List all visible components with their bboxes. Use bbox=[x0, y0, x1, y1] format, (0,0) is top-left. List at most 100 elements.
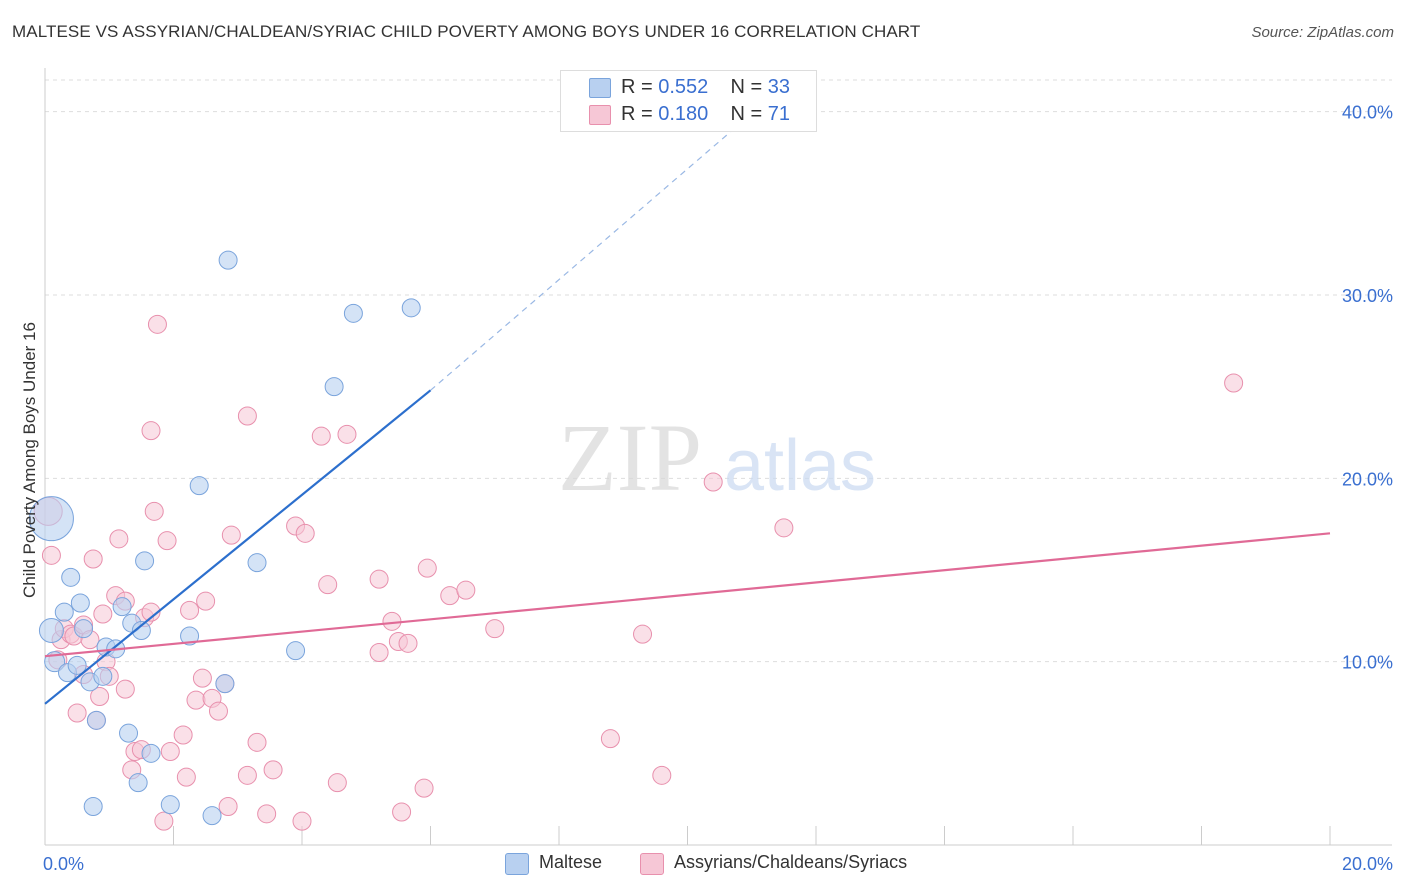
pink-point bbox=[774, 518, 794, 538]
legend-swatch-blue bbox=[505, 853, 529, 875]
pink-point bbox=[392, 802, 412, 822]
blue-point bbox=[70, 593, 90, 613]
tick-labels: 10.0% 20.0% 30.0% 40.0% 0.0% 20.0% bbox=[43, 103, 1393, 874]
legend-swatch-blue bbox=[589, 78, 611, 98]
gridlines bbox=[45, 79, 1392, 663]
y-tick-label: 30.0% bbox=[1342, 286, 1393, 306]
pink-point bbox=[263, 760, 283, 780]
blue-point bbox=[128, 773, 148, 793]
pink-point bbox=[90, 687, 110, 706]
pink-point bbox=[327, 773, 347, 793]
source-label: Source: ZipAtlas.com bbox=[1251, 24, 1394, 41]
pink-point bbox=[160, 742, 180, 761]
legend-r-label: R = bbox=[621, 76, 653, 98]
pink-point bbox=[83, 549, 103, 569]
legend-r-value: 0.552 bbox=[658, 76, 709, 98]
trend-lines bbox=[44, 107, 1331, 705]
pink-point bbox=[398, 633, 418, 653]
blue-point bbox=[141, 743, 161, 763]
blue-point bbox=[202, 806, 222, 826]
legend-swatch-pink bbox=[640, 853, 664, 875]
blue-point bbox=[343, 303, 363, 323]
blue-point bbox=[180, 626, 200, 646]
blue-point bbox=[67, 655, 87, 675]
pink-trend-line bbox=[44, 532, 1331, 658]
pink-point bbox=[186, 690, 206, 710]
legend-r-value: 0.180 bbox=[658, 103, 709, 125]
blue-point bbox=[247, 553, 267, 573]
pink-point bbox=[633, 624, 653, 644]
pink-series-points bbox=[33, 314, 1244, 831]
axes bbox=[44, 68, 1392, 846]
pink-point bbox=[180, 600, 200, 620]
blue-point bbox=[215, 674, 235, 694]
legend-n-value: 71 bbox=[767, 103, 791, 125]
blue-point bbox=[28, 496, 74, 542]
pink-point bbox=[218, 797, 238, 816]
pink-point bbox=[257, 804, 277, 824]
pink-point bbox=[311, 426, 331, 446]
pink-point bbox=[115, 679, 135, 699]
pink-point bbox=[141, 602, 161, 622]
pink-point bbox=[369, 643, 389, 662]
watermark-zip: ZIP bbox=[558, 404, 702, 511]
correlation-legend: R = 0.552 N = 33 R = 0.180 N = 71 bbox=[560, 70, 817, 132]
legend-label-assyrian: Assyrians/Chaldeans/Syriacs bbox=[674, 852, 908, 872]
blue-point bbox=[54, 602, 74, 622]
blue-trend-line bbox=[44, 389, 432, 705]
y-axis-label: Child Poverty Among Boys Under 16 bbox=[20, 322, 39, 598]
pink-point bbox=[652, 765, 672, 785]
pink-point bbox=[703, 472, 723, 492]
pink-point bbox=[295, 523, 315, 543]
pink-point bbox=[176, 767, 196, 787]
pink-point bbox=[41, 545, 61, 565]
blue-point bbox=[86, 710, 106, 730]
blue-point bbox=[189, 476, 209, 496]
x-tick-label: 20.0% bbox=[1342, 854, 1393, 874]
pink-point bbox=[292, 811, 312, 831]
legend-n-label: N = bbox=[730, 103, 763, 125]
watermark-atlas: atlas bbox=[724, 426, 876, 506]
x-tick-label: 0.0% bbox=[43, 854, 84, 874]
chart-title: MALTESE VS ASSYRIAN/CHALDEAN/SYRIAC CHIL… bbox=[12, 22, 921, 41]
blue-point bbox=[83, 797, 103, 816]
pink-point bbox=[208, 701, 228, 721]
blue-point bbox=[131, 621, 151, 640]
blue-point bbox=[401, 298, 421, 318]
blue-point bbox=[135, 551, 155, 571]
blue-point bbox=[93, 666, 113, 686]
blue-point bbox=[119, 723, 139, 743]
legend-label-maltese: Maltese bbox=[539, 852, 603, 872]
pink-point bbox=[369, 569, 389, 589]
pink-point bbox=[192, 668, 212, 688]
pink-point bbox=[93, 604, 113, 624]
pink-point bbox=[600, 729, 620, 749]
pink-point bbox=[440, 586, 460, 606]
pink-point bbox=[141, 421, 161, 441]
pink-point bbox=[456, 580, 476, 600]
legend-swatch-pink bbox=[589, 105, 611, 125]
pink-point bbox=[414, 778, 434, 798]
pink-point bbox=[237, 406, 257, 426]
blue-point bbox=[218, 250, 238, 270]
blue-trend-extension bbox=[430, 107, 759, 391]
pink-point bbox=[221, 525, 241, 545]
pink-point bbox=[157, 531, 177, 551]
blue-point bbox=[38, 618, 64, 643]
pink-point bbox=[147, 314, 167, 334]
pink-point bbox=[1224, 373, 1244, 393]
pink-point bbox=[154, 811, 174, 831]
blue-point bbox=[61, 567, 81, 587]
series-legend: Maltese Assyrians/Chaldeans/Syriacs bbox=[0, 852, 1406, 878]
pink-point bbox=[417, 558, 437, 578]
pink-point bbox=[144, 501, 164, 521]
y-tick-label: 40.0% bbox=[1342, 103, 1393, 123]
pink-point bbox=[109, 529, 129, 549]
blue-point bbox=[324, 377, 344, 397]
pink-point bbox=[318, 575, 338, 595]
y-tick-label: 10.0% bbox=[1342, 653, 1393, 673]
blue-point bbox=[74, 619, 94, 639]
blue-point bbox=[160, 795, 180, 815]
legend-n-value: 33 bbox=[767, 76, 791, 98]
